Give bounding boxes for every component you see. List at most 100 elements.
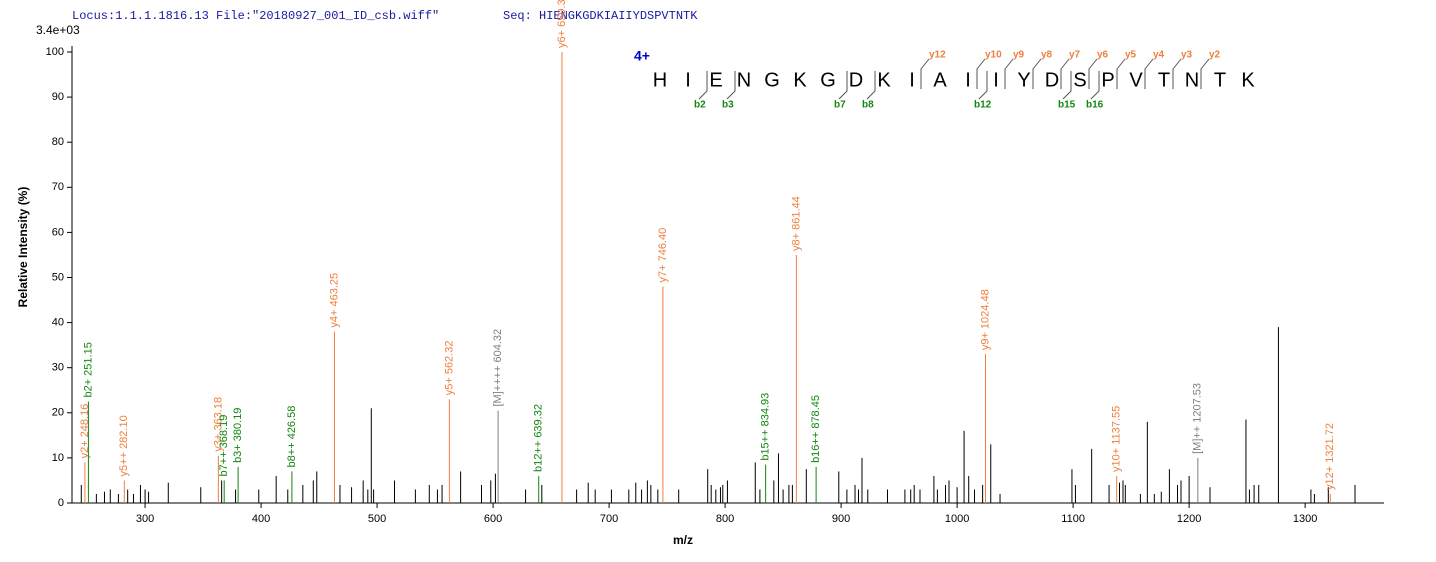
residue: D <box>1045 69 1059 91</box>
peak-label: [M]++++ 604.32 <box>492 329 504 407</box>
residue: G <box>764 69 780 91</box>
y-ion: y10 <box>985 50 1002 61</box>
residue: G <box>820 69 836 91</box>
scale-label: 3.4e+03 <box>36 23 80 37</box>
y-tick-label: 50 <box>52 271 64 283</box>
peak-label: [M]++ 1207.53 <box>1192 383 1204 454</box>
peak-label: y2+ 248.16 <box>79 404 91 459</box>
residue: N <box>1185 69 1199 91</box>
peak-label: b7++ 368.19 <box>218 415 230 477</box>
y-ion: y9 <box>1013 50 1025 61</box>
peak-label: y8+ 861.44 <box>790 196 802 251</box>
peak-label: y5++ 282.10 <box>118 415 130 476</box>
b-ion: b7 <box>834 100 846 111</box>
peak-label: y10+ 1137.55 <box>1111 406 1123 472</box>
locus: Locus:1.1.1.1816.13 File:"20180927_001_I… <box>72 9 439 23</box>
x-tick-label: 600 <box>484 513 502 525</box>
y-hook <box>1116 58 1126 89</box>
sequence-header: Seq: HIENGKGDKIAIIYDSPVTNTK <box>503 9 698 23</box>
residue: E <box>709 69 722 91</box>
residue: P <box>1101 69 1114 91</box>
residue: I <box>909 69 915 91</box>
b-ion: b15 <box>1058 100 1076 111</box>
y-axis-title: Relative Intensity (%) <box>16 187 30 308</box>
y-ion: y8 <box>1041 50 1053 61</box>
peak-label: b8++ 426.58 <box>286 406 298 468</box>
residue: H <box>653 69 667 91</box>
residue: Y <box>1017 69 1030 91</box>
x-tick-label: 1300 <box>1293 513 1317 525</box>
b-ion: b3 <box>722 100 734 111</box>
b-ion: b12 <box>974 100 992 111</box>
y-hook <box>976 58 986 89</box>
peak-label: y12+ 1321.72 <box>1324 423 1336 490</box>
peak-label: y3+ 363.18 <box>212 397 224 452</box>
b-hook <box>726 71 736 100</box>
b-ion: b16 <box>1086 100 1104 111</box>
y-tick-label: 30 <box>52 362 64 374</box>
residue: T <box>1214 69 1226 91</box>
x-tick-label: 300 <box>136 513 154 525</box>
peak-label: b2+ 251.15 <box>82 342 94 397</box>
b-hook <box>866 71 876 100</box>
y-hook <box>1088 58 1098 89</box>
b-ion: b8 <box>862 100 874 111</box>
y-hook <box>920 58 930 89</box>
x-tick-label: 1000 <box>945 513 969 525</box>
residue: S <box>1073 69 1086 91</box>
y-tick-label: 0 <box>58 497 64 509</box>
b-ion: b2 <box>694 100 706 111</box>
residue: I <box>685 69 691 91</box>
y-tick-label: 90 <box>52 91 64 103</box>
peak-label: b15++ 834.93 <box>760 393 772 461</box>
y-tick-label: 70 <box>52 181 64 193</box>
y-tick-label: 20 <box>52 407 64 419</box>
y-hook <box>1172 58 1182 89</box>
x-axis-title: m/z <box>673 533 693 547</box>
b-hook <box>978 71 988 100</box>
b-hook <box>1062 71 1072 100</box>
peak-label: b16++ 878.45 <box>810 395 822 463</box>
y-tick-label: 60 <box>52 226 64 238</box>
y-tick-label: 100 <box>46 46 64 58</box>
y-ion: y2 <box>1209 50 1221 61</box>
peak-label: b12++ 639.32 <box>533 404 545 472</box>
y-ion: y4 <box>1153 50 1165 61</box>
residue: K <box>1241 69 1255 91</box>
x-tick-label: 800 <box>716 513 734 525</box>
y-hook <box>1200 58 1210 89</box>
b-hook <box>1090 71 1100 100</box>
x-tick-label: 400 <box>252 513 270 525</box>
y-tick-label: 40 <box>52 317 64 329</box>
peak-label: y9+ 1024.48 <box>979 289 991 350</box>
y-ion: y6 <box>1097 50 1109 61</box>
residue: T <box>1158 69 1170 91</box>
y-ion: y12 <box>929 50 946 61</box>
residue: I <box>965 69 971 91</box>
x-tick-label: 1200 <box>1177 513 1201 525</box>
y-hook <box>1032 58 1042 89</box>
residue: N <box>737 69 751 91</box>
residue: A <box>933 69 947 91</box>
residue: K <box>877 69 891 91</box>
peak-label: y5+ 562.32 <box>443 341 455 396</box>
y-hook <box>1060 58 1070 89</box>
y-tick-label: 80 <box>52 136 64 148</box>
x-tick-label: 900 <box>832 513 850 525</box>
b-hook <box>698 71 708 100</box>
residue: V <box>1129 69 1143 91</box>
peak-label: b3+ 380.19 <box>232 408 244 463</box>
x-tick-label: 1100 <box>1061 513 1085 525</box>
y-hook <box>1144 58 1154 89</box>
y-ion: y5 <box>1125 50 1137 61</box>
peak-label: y6+ 659.37 <box>556 0 568 48</box>
residue: I <box>993 69 999 91</box>
y-ion: y7 <box>1069 50 1081 61</box>
peak-label: y7+ 746.40 <box>657 228 669 283</box>
residue: K <box>793 69 807 91</box>
charge: 4+ <box>634 48 650 64</box>
y-ion: y3 <box>1181 50 1193 61</box>
residue: D <box>849 69 863 91</box>
x-tick-label: 500 <box>368 513 386 525</box>
